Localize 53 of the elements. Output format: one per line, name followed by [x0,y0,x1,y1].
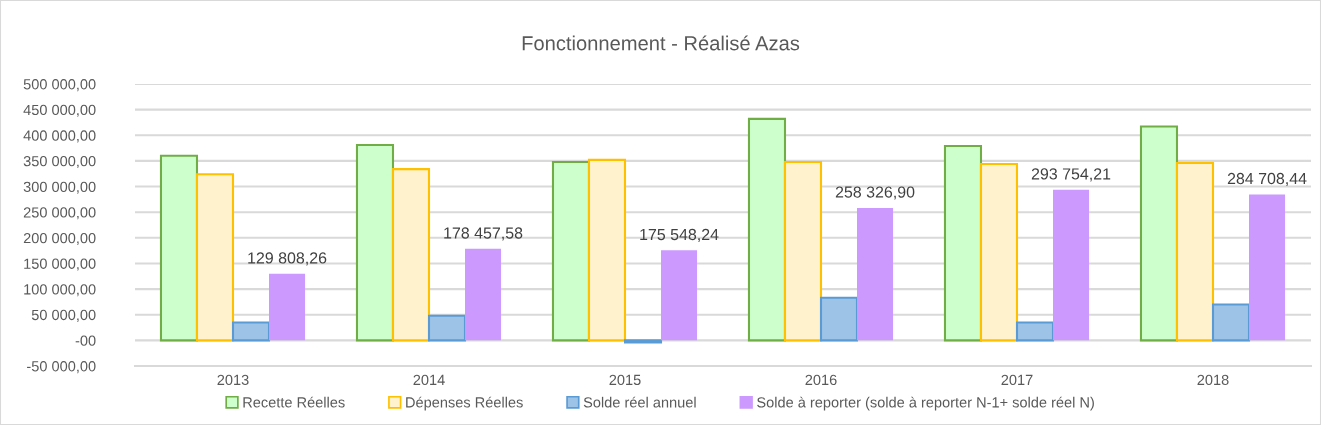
legend-label: Dépenses Réelles [406,396,523,411]
bar [427,314,467,342]
legend-label: Solde à reporter (solde à reporter N-1+ solde réel N) [757,396,1094,411]
x-tick-label: 2014 [413,374,445,386]
bar [783,160,823,342]
y-tick-label: 400 000,00 [23,130,96,143]
chart-title: Fonctionnement - Réalisé Azas [522,35,800,51]
data-label: 178 457,58 [444,227,523,241]
y-tick-label: -00 [75,335,96,346]
bar [943,145,983,342]
bar [1139,125,1179,342]
x-tick-label: 2013 [217,374,249,386]
x-tick-label: 2015 [609,374,641,386]
y-tick-label: 150 000,00 [24,258,96,271]
bar [551,160,591,342]
data-label: 129 808,26 [248,252,327,266]
bar [231,321,271,342]
y-tick-label: 100 000,00 [24,284,96,297]
x-tick-label: 2018 [1197,374,1229,386]
bar [1175,161,1215,342]
bar [857,207,894,341]
bar [747,117,787,342]
bar [1249,194,1286,341]
data-label: 293 754,21 [1031,168,1111,182]
y-tick-label: 350 000,00 [23,156,96,169]
bar [1015,321,1055,342]
bar [587,158,627,342]
bar [661,250,698,341]
y-tick-label: 200 000,00 [23,232,96,245]
y-tick-label: 300 000,00 [23,181,96,194]
x-tick-label: 2017 [1001,374,1033,386]
y-tick-label: 250 000,00 [23,207,96,220]
y-tick-label: 450 000,00 [23,104,96,117]
legend-label: Recette Réelles [243,396,345,408]
bar [623,339,663,344]
legend-label: Solde réel annuel [583,396,696,408]
bar [1211,303,1251,342]
bar [195,173,235,342]
data-label: 284 708,44 [1227,172,1307,187]
data-label: 258 326,90 [835,186,915,200]
bar [355,143,395,342]
x-tick-label: 2016 [805,374,837,386]
y-tick-label: 50 000,00 [31,309,96,322]
data-label: 175 548,24 [640,228,719,243]
bar [465,248,502,341]
bar [269,273,306,341]
bar [1053,189,1090,341]
bar [159,154,199,342]
y-tick-label: 500 000,00 [23,79,96,92]
bar [391,168,431,342]
y-tick-label: -50 000,00 [27,361,96,374]
bar [979,162,1019,342]
bar [819,296,859,342]
